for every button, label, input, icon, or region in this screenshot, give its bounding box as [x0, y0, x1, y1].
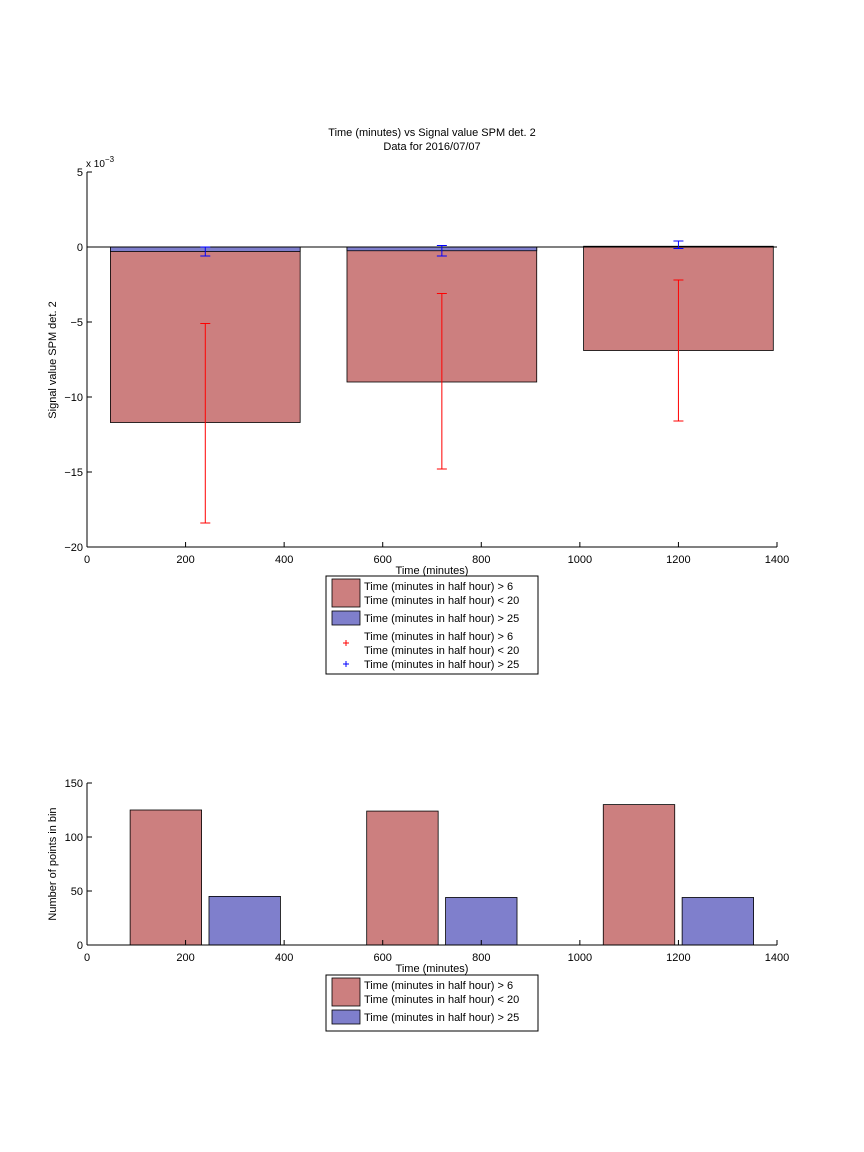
- x-tick-label: 600: [374, 952, 392, 964]
- y-axis-label: Number of points in bin: [47, 807, 59, 920]
- bar: [602, 804, 676, 946]
- x-tick-label: 1200: [666, 554, 690, 566]
- legend-entry-label: Time (minutes in half hour) > 6: [364, 581, 513, 593]
- x-tick-label: 800: [472, 554, 490, 566]
- legend-swatch: [331, 1009, 361, 1025]
- legend-box: [325, 575, 539, 675]
- bar: [681, 897, 754, 946]
- y-tick-label: −20: [64, 542, 83, 554]
- bar: [445, 897, 518, 946]
- legend-entry-label: Time (minutes in half hour) > 6: [364, 980, 513, 992]
- legend-box: [325, 974, 539, 1032]
- x-tick-label: 600: [374, 554, 392, 566]
- bar: [366, 810, 439, 946]
- y-tick-label: 100: [65, 832, 83, 844]
- legend-marker: [343, 640, 349, 646]
- x-tick-label: 0: [84, 952, 90, 964]
- legend-entry-label: Time (minutes in half hour) > 25: [364, 613, 519, 625]
- chart-title: Time (minutes) vs Signal value SPM det. …: [328, 127, 535, 139]
- x-tick-label: 800: [472, 952, 490, 964]
- x-axis-label: Time (minutes): [396, 565, 469, 577]
- legend-swatch: [331, 578, 361, 608]
- legend-entry-label: Time (minutes in half hour) < 20: [364, 994, 519, 1006]
- legend-swatch: [331, 610, 361, 626]
- x-tick-label: 1200: [666, 952, 690, 964]
- x-tick-label: 1400: [765, 554, 789, 566]
- y-axis-label: Signal value SPM det. 2: [47, 301, 59, 418]
- count-chart: Number of points in bin Time (minutes) 0…: [47, 778, 789, 1032]
- y-tick-label: −5: [70, 317, 83, 329]
- legend-marker: [343, 661, 349, 667]
- y-tick-label: −10: [64, 392, 83, 404]
- legend-entry-label: Time (minutes in half hour) > 6: [364, 631, 513, 643]
- y-tick-label: 0: [77, 242, 83, 254]
- y-tick-label: 5: [77, 167, 83, 179]
- legend-entry-label: Time (minutes in half hour) < 20: [364, 645, 519, 657]
- bar: [208, 896, 281, 946]
- y-tick-label: 50: [71, 886, 83, 898]
- signal-chart: Time (minutes) vs Signal value SPM det. …: [47, 127, 789, 675]
- x-tick-label: 1000: [568, 952, 592, 964]
- x-tick-label: 400: [275, 952, 293, 964]
- y-tick-label: −15: [64, 467, 83, 479]
- legend-entry-label: Time (minutes in half hour) > 25: [364, 659, 519, 671]
- x-tick-label: 200: [176, 554, 194, 566]
- x-tick-label: 400: [275, 554, 293, 566]
- legend-entry-label: Time (minutes in half hour) > 25: [364, 1012, 519, 1024]
- y-tick-label: 150: [65, 778, 83, 790]
- x-tick-label: 1000: [568, 554, 592, 566]
- chart-subtitle: Data for 2016/07/07: [383, 141, 480, 153]
- legend-entry-label: Time (minutes in half hour) < 20: [364, 595, 519, 607]
- exponent-label: x 10−3: [86, 155, 115, 170]
- bar: [129, 809, 202, 946]
- x-tick-label: 0: [84, 554, 90, 566]
- x-axis-label: Time (minutes): [396, 963, 469, 975]
- x-tick-label: 1400: [765, 952, 789, 964]
- legend-swatch: [331, 977, 361, 1007]
- y-tick-label: 0: [77, 940, 83, 952]
- x-tick-label: 200: [176, 952, 194, 964]
